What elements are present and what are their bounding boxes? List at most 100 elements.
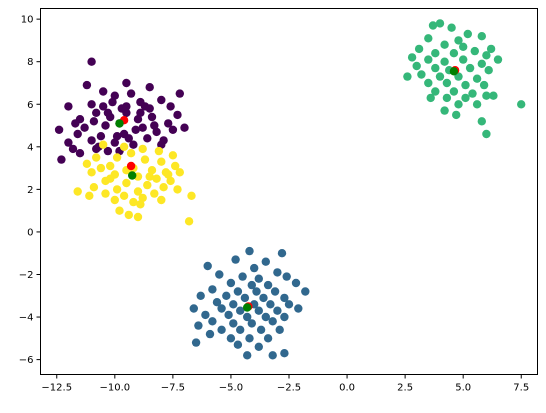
data-point: [440, 57, 449, 66]
data-point: [472, 100, 482, 109]
data-point: [282, 272, 291, 281]
data-point: [226, 278, 236, 288]
data-point: [465, 63, 475, 73]
data-point: [99, 140, 108, 149]
data-point: [280, 349, 289, 358]
data-point: [85, 191, 94, 200]
data-point: [131, 125, 140, 134]
data-point: [191, 338, 201, 347]
data-point: [128, 171, 137, 180]
data-point: [205, 329, 215, 339]
data-point: [431, 87, 440, 96]
x-tick-label: −7.5: [161, 383, 185, 394]
data-point: [273, 268, 282, 277]
data-point: [412, 61, 421, 71]
data-point: [80, 123, 89, 132]
data-point: [103, 108, 113, 118]
data-point: [75, 149, 85, 158]
data-point: [122, 178, 131, 188]
x-tick-label: −2.5: [277, 383, 301, 394]
data-point: [270, 287, 280, 296]
data-point: [463, 29, 472, 39]
data-point: [482, 51, 491, 60]
data-point: [479, 80, 489, 90]
data-point: [152, 127, 161, 137]
data-point: [417, 70, 426, 79]
data-point: [442, 93, 452, 103]
data-point: [133, 115, 143, 124]
data-point: [268, 351, 277, 360]
y-tick-label: 6: [27, 100, 33, 111]
data-point: [240, 293, 250, 303]
data-point: [138, 123, 147, 132]
data-point: [64, 138, 73, 147]
data-point: [440, 106, 449, 115]
data-point: [238, 272, 247, 281]
data-point: [452, 110, 461, 120]
data-point: [64, 102, 73, 111]
data-point: [112, 153, 122, 162]
data-point: [133, 212, 143, 222]
data-point: [68, 144, 78, 154]
data-point: [236, 325, 245, 334]
data-point: [143, 180, 152, 190]
data-point: [73, 129, 82, 139]
data-point: [486, 44, 496, 54]
data-point: [119, 191, 129, 200]
data-point: [73, 187, 82, 196]
data-point: [454, 100, 463, 109]
data-point: [442, 78, 452, 88]
y-tick-label: −6: [19, 355, 34, 366]
data-point: [245, 246, 254, 256]
data-point: [231, 255, 240, 264]
data-point: [489, 91, 498, 100]
data-point: [229, 319, 238, 328]
data-point: [254, 274, 263, 283]
data-point: [129, 140, 138, 149]
data-point: [266, 300, 275, 309]
data-point: [136, 108, 145, 118]
data-point: [254, 342, 263, 351]
data-point: [217, 325, 226, 334]
data-point: [424, 55, 433, 64]
data-point: [301, 287, 310, 296]
data-point: [112, 185, 122, 194]
data-point: [157, 157, 166, 166]
data-point: [294, 304, 303, 313]
data-point: [217, 304, 226, 313]
data-point: [143, 134, 152, 143]
data-point: [82, 80, 92, 90]
data-point: [407, 53, 417, 62]
data-point: [461, 93, 470, 103]
data-point: [180, 123, 189, 132]
data-point: [243, 312, 252, 322]
data-point: [138, 144, 147, 154]
data-point: [414, 44, 424, 54]
data-point: [472, 74, 482, 83]
y-tick-label: −4: [19, 313, 34, 324]
x-tick-label: 7.5: [513, 383, 529, 394]
data-point: [184, 217, 194, 226]
data-point: [261, 257, 270, 266]
data-point: [108, 97, 117, 107]
x-tick-label: −12.5: [41, 383, 72, 394]
data-point: [203, 261, 212, 271]
data-point: [166, 102, 175, 111]
data-point: [252, 287, 261, 296]
data-point: [268, 317, 277, 326]
data-point: [449, 87, 459, 96]
data-point: [175, 168, 184, 177]
data-point: [461, 80, 470, 90]
data-point: [222, 291, 231, 300]
data-point: [154, 146, 164, 156]
data-point: [115, 206, 124, 215]
y-tick-label: 8: [27, 57, 33, 68]
data-point: [254, 306, 263, 315]
data-point: [280, 293, 289, 303]
data-point: [122, 108, 131, 118]
data-point: [431, 49, 440, 58]
data-point: [477, 59, 486, 68]
data-point: [454, 36, 463, 45]
y-tick-label: 10: [21, 15, 34, 26]
data-point: [101, 121, 110, 130]
